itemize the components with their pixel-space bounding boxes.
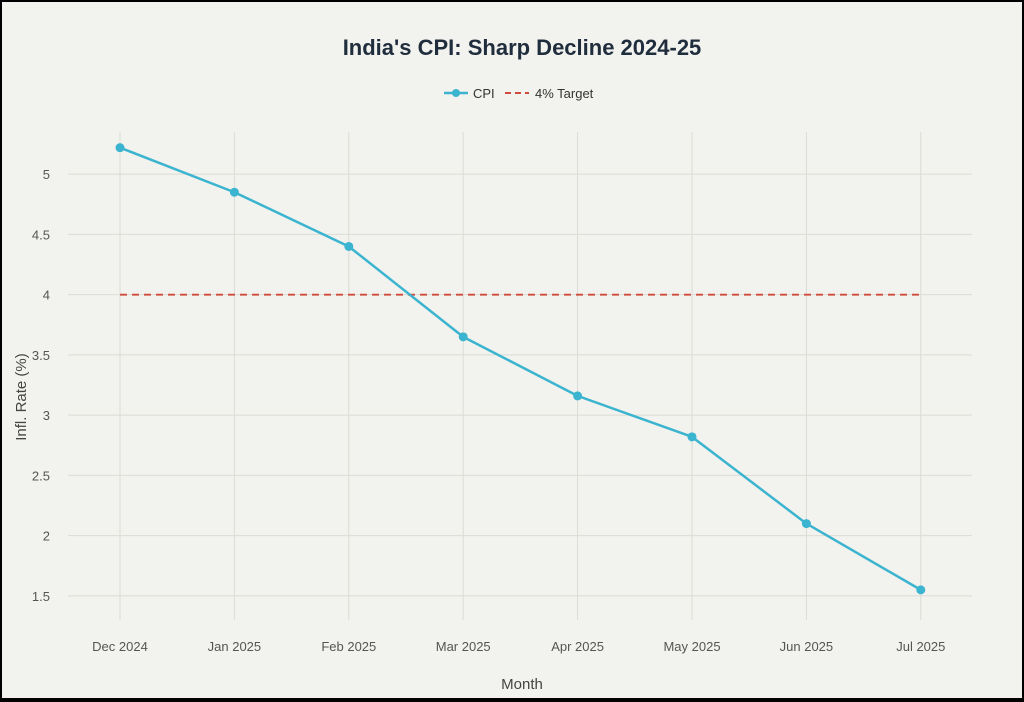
y-axis-ticks: 1.5 2 2.5 3 3.5 4 4.5 5 [32, 167, 50, 604]
x-tick-label: Mar 2025 [436, 639, 491, 654]
legend: CPI 4% Target [444, 86, 594, 101]
x-tick-label: Apr 2025 [551, 639, 604, 654]
cpi-data-point [801, 519, 811, 529]
x-axis-ticks: Dec 2024 Jan 2025 Feb 2025 Mar 2025 Apr 2025… [92, 639, 945, 654]
y-tick-label: 5 [43, 167, 50, 182]
y-tick-label: 3.5 [32, 348, 50, 363]
cpi-data-point [573, 391, 583, 401]
x-tick-label: Jun 2025 [780, 639, 834, 654]
y-tick-label: 2 [43, 529, 50, 544]
x-tick-label: Dec 2024 [92, 639, 148, 654]
y-tick-label: 3 [43, 408, 50, 423]
x-tick-label: May 2025 [663, 639, 720, 654]
cpi-series-line [119, 146, 922, 591]
y-tick-label: 4 [43, 288, 50, 303]
y-tick-label: 2.5 [32, 468, 50, 483]
grid-lines [68, 132, 972, 620]
cpi-data-point [229, 187, 239, 197]
cpi-data-point [916, 585, 926, 595]
cpi-data-point [687, 432, 697, 442]
x-axis-title: Month [501, 676, 543, 693]
y-tick-label: 4.5 [32, 227, 50, 242]
legend-cpi-label: CPI [473, 86, 495, 101]
series-group [115, 143, 926, 595]
y-tick-label: 1.5 [32, 589, 50, 604]
legend-target-label: 4% Target [535, 86, 594, 101]
x-tick-label: Jul 2025 [896, 639, 945, 654]
x-tick-label: Jan 2025 [208, 639, 262, 654]
cpi-data-point [458, 332, 468, 342]
chart-title: India's CPI: Sharp Decline 2024-25 [343, 35, 702, 60]
cpi-data-point [344, 241, 354, 251]
y-axis-title: Infl. Rate (%) [13, 353, 30, 441]
cpi-data-point [115, 143, 125, 153]
legend-cpi-marker [452, 89, 460, 97]
x-tick-label: Feb 2025 [321, 639, 376, 654]
